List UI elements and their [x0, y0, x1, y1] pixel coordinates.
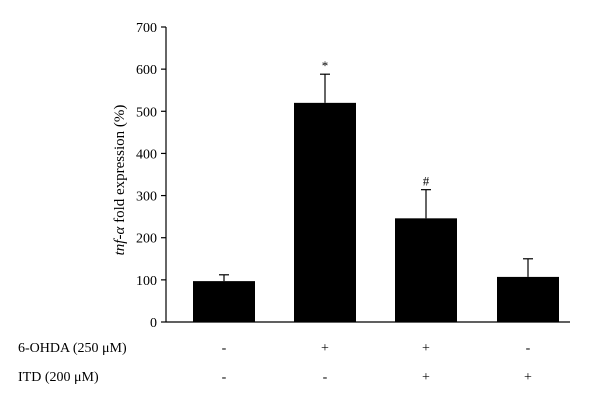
condition-label: ITD (200 μM)	[18, 370, 99, 385]
condition-sign: +	[422, 341, 430, 356]
plot-area: 0 100 200 300 400 500 600 700 * #	[136, 21, 570, 331]
condition-sign: -	[323, 370, 328, 385]
y-tick-label: 400	[136, 147, 157, 162]
bar	[294, 102, 356, 322]
y-tick-label: 500	[136, 105, 157, 120]
condition-sign: +	[422, 370, 430, 385]
y-tick-label: 700	[136, 21, 157, 36]
condition-sign: -	[222, 341, 227, 356]
y-tick-label: 300	[136, 190, 157, 205]
y-tick-label: 100	[136, 274, 157, 289]
condition-sign: -	[526, 341, 531, 356]
bar	[193, 281, 255, 322]
y-axis-label: tnf-α fold expression (%)	[112, 105, 128, 256]
condition-sign: -	[222, 370, 227, 385]
y-axis-label-italic: tnf-α	[112, 226, 128, 256]
condition-label: 6-OHDA (250 μM)	[18, 341, 127, 356]
y-tick-label: 200	[136, 232, 157, 247]
significance-marker: #	[423, 174, 430, 189]
condition-sign: +	[524, 370, 532, 385]
y-tick-label: 600	[136, 63, 157, 78]
y-axis-label-text: fold expression (%)	[112, 105, 128, 227]
significance-marker: *	[322, 58, 329, 73]
condition-sign: +	[321, 341, 329, 356]
bar	[497, 276, 559, 322]
condition-table: 6-OHDA (250 μM) - + + - ITD (200 μM) - - + +	[18, 341, 532, 385]
bar	[395, 218, 457, 322]
y-tick-label: 0	[150, 316, 157, 331]
